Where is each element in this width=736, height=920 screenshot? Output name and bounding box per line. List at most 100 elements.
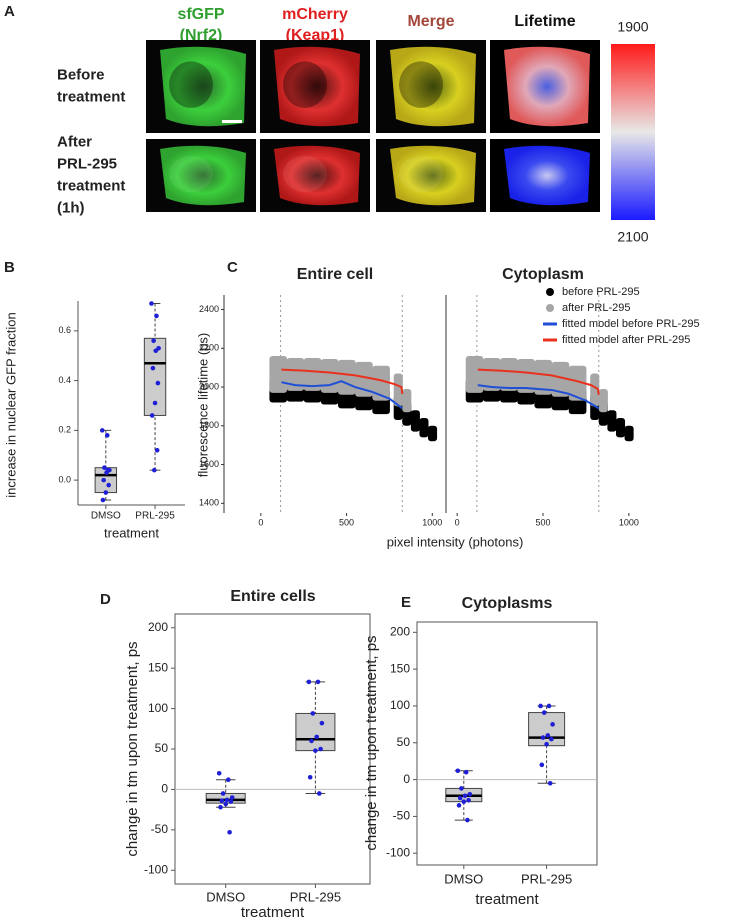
data-point <box>226 777 231 783</box>
x-tick-label: 1000 <box>619 517 639 527</box>
legend-label: fitted model before PRL-295 <box>562 318 700 330</box>
data-point <box>457 795 463 801</box>
fitted-line <box>281 368 404 394</box>
legend-label: fitted model after PRL-295 <box>562 334 690 346</box>
data-point <box>461 799 467 804</box>
y-tick-label: 0 <box>161 782 168 796</box>
data-point <box>544 741 549 747</box>
y-tick-label: 1800 <box>199 420 219 430</box>
point-cloud <box>303 357 322 391</box>
data-point <box>150 365 156 371</box>
y-axis-label: change in tm upon treatment, ps <box>124 641 141 856</box>
legend-label: after PRL-295 <box>562 302 630 314</box>
cell-image <box>390 145 476 206</box>
point-cloud <box>590 373 600 407</box>
y-tick-label: 1600 <box>199 459 219 469</box>
x-tick-label: 1000 <box>422 517 442 527</box>
data-point <box>152 467 157 473</box>
point-cloud <box>410 410 420 432</box>
fitted-line <box>281 380 403 410</box>
cell-image <box>504 46 590 127</box>
point-cloud <box>534 359 553 395</box>
nucleus <box>283 155 327 193</box>
fitted-line <box>477 384 600 410</box>
y-axis-label: fluorescence lifetime (ps) <box>195 333 210 478</box>
nucleus <box>169 61 213 108</box>
panel-label: E <box>401 594 411 611</box>
plot-frame <box>416 621 598 866</box>
y-tick-label: 0.4 <box>58 375 71 385</box>
y-tick-label: 100 <box>390 698 410 712</box>
y-tick-label: 1400 <box>199 498 219 508</box>
data-point <box>315 679 321 685</box>
y-tick-label: 0.0 <box>58 474 71 484</box>
column-header: (Keap1) <box>286 27 345 44</box>
data-point <box>318 746 323 752</box>
data-point <box>154 313 159 319</box>
y-tick-label: 100 <box>148 701 168 715</box>
column-header: sfGFP <box>177 6 224 23</box>
panel-label: B <box>4 259 15 276</box>
data-point <box>541 710 547 715</box>
data-point <box>223 801 228 807</box>
data-point <box>313 748 318 753</box>
point-cloud <box>320 358 339 393</box>
panel-title: Entire cell <box>297 266 373 283</box>
data-point <box>104 433 110 438</box>
row-label: treatment <box>57 88 125 105</box>
row-label: treatment <box>57 177 125 194</box>
data-point <box>224 797 230 803</box>
cell-image <box>390 46 476 127</box>
data-point <box>459 786 464 791</box>
data-point <box>455 768 461 774</box>
fitted-line <box>477 368 600 395</box>
x-tick-label: 0 <box>258 517 263 527</box>
data-point <box>547 780 553 786</box>
data-point <box>100 497 106 503</box>
y-tick-label: 0 <box>403 772 410 786</box>
chart-title: Cytoplasms <box>462 595 553 612</box>
data-point <box>306 679 312 685</box>
y-tick-label: 2000 <box>199 381 219 391</box>
data-point <box>314 734 320 740</box>
column-header: Merge <box>407 13 454 30</box>
point-cloud <box>465 356 484 393</box>
data-point <box>216 770 222 776</box>
cell-image <box>274 145 360 206</box>
point-cloud <box>286 357 305 391</box>
point-cloud <box>269 356 288 393</box>
y-tick-label: -50 <box>151 822 169 836</box>
y-tick-label: 50 <box>155 741 169 755</box>
data-point <box>105 467 111 473</box>
panel-label: A <box>4 3 15 20</box>
chart-title: Entire cells <box>230 588 315 605</box>
legend-marker <box>546 288 554 296</box>
data-point <box>99 428 105 433</box>
box <box>143 337 167 416</box>
x-axis-label: treatment <box>475 891 539 908</box>
x-tick-label: DMSO <box>444 871 483 886</box>
cell-image <box>160 145 246 206</box>
x-tick-label: PRL-295 <box>521 871 572 886</box>
data-point <box>155 380 161 386</box>
column-header: mCherry <box>282 6 348 23</box>
data-point <box>154 447 160 453</box>
data-point <box>539 762 545 768</box>
y-tick-label: 150 <box>390 661 410 675</box>
y-axis-label: increase in nuclear GFP fraction <box>3 312 18 497</box>
panel-label: D <box>100 591 111 608</box>
nucleus <box>399 155 443 193</box>
data-point <box>465 817 470 823</box>
nucleus <box>399 61 443 108</box>
y-tick-label: -100 <box>386 845 410 859</box>
y-tick-label: -50 <box>393 809 411 823</box>
point-cloud <box>393 373 403 407</box>
y-tick-label: 50 <box>397 735 411 749</box>
x-tick-label: 500 <box>535 517 550 527</box>
data-point <box>462 793 468 799</box>
point-cloud <box>551 361 570 397</box>
data-point <box>550 722 555 727</box>
data-point <box>149 301 154 306</box>
cell-image <box>274 46 360 127</box>
